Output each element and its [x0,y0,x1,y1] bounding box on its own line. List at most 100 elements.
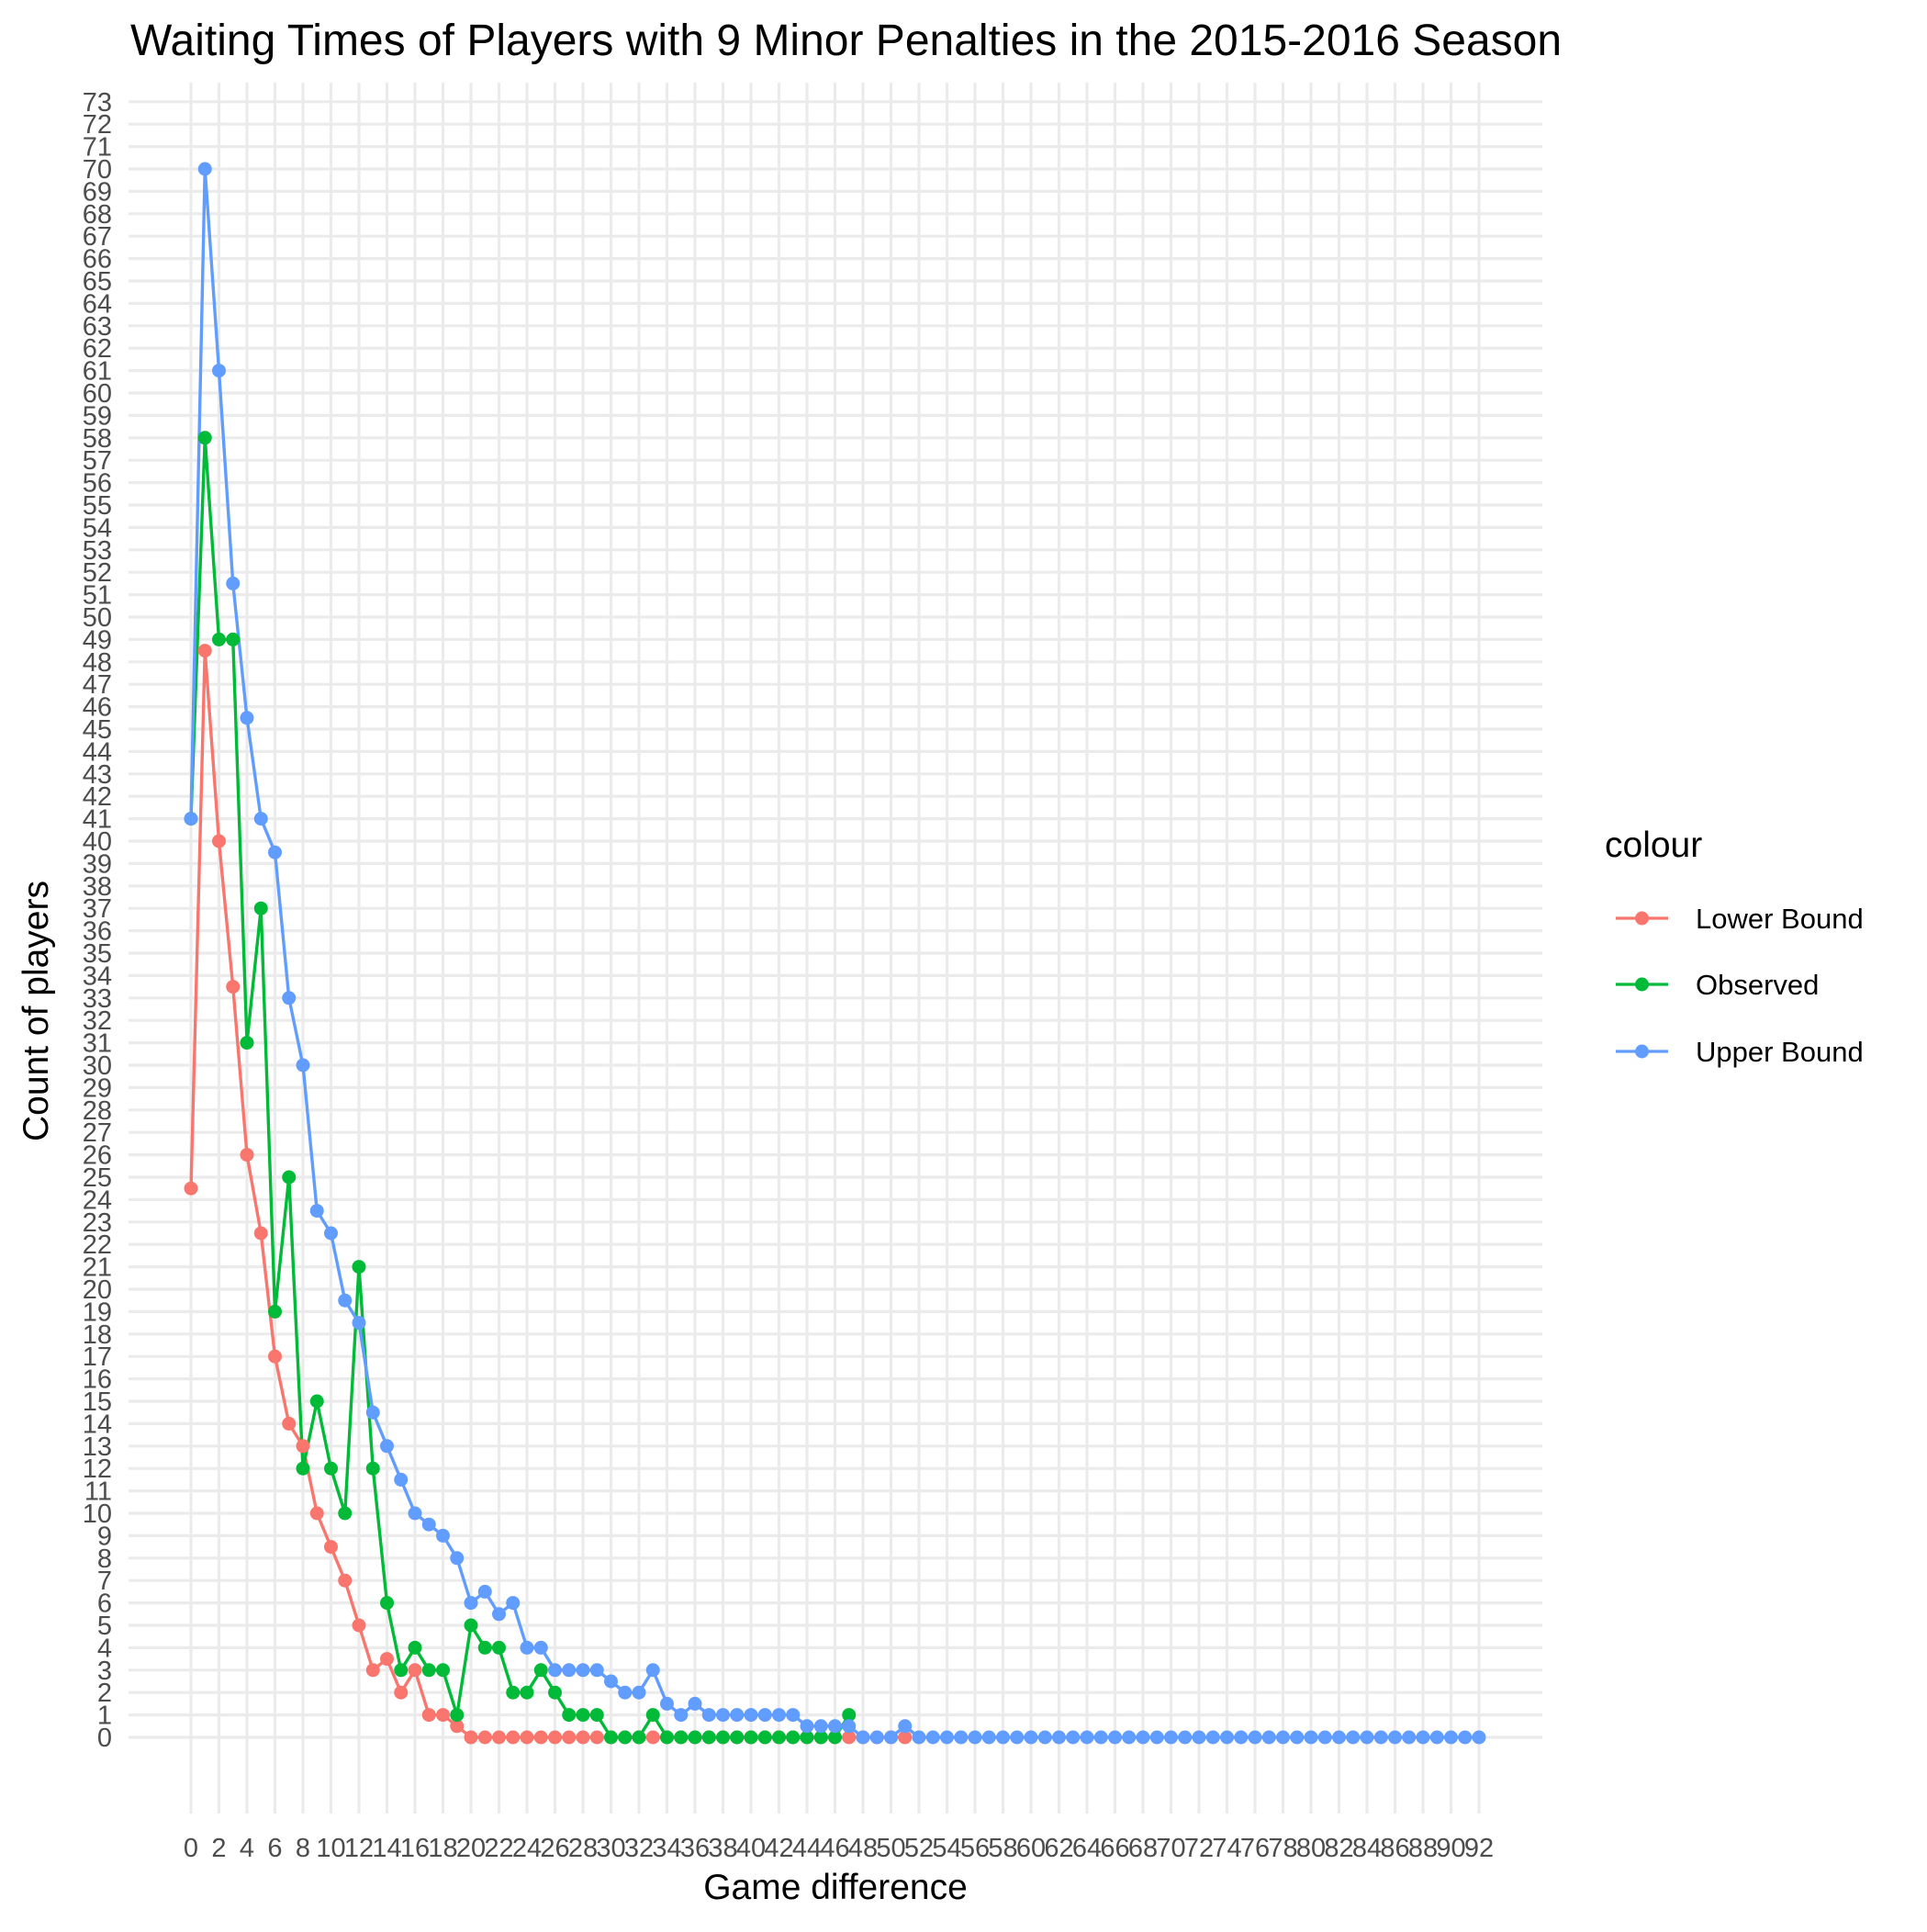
x-tick-label: 34 [652,1834,681,1863]
data-point [757,1730,772,1745]
data-point [520,1640,534,1655]
data-point [450,1708,465,1723]
data-point [197,431,212,445]
data-point [365,1663,380,1678]
x-tick-label: 0 [184,1834,198,1863]
x-tick-label: 92 [1464,1834,1494,1863]
data-point [1234,1730,1249,1745]
y-tick-label: 31 [83,1029,112,1059]
y-tick-label: 4 [97,1634,112,1663]
data-point [268,1304,282,1319]
data-point [688,1730,702,1745]
y-tick-label: 27 [83,1118,112,1148]
data-point [477,1640,492,1655]
y-tick-label: 35 [83,939,112,969]
y-tick-label: 23 [83,1208,112,1238]
data-point [730,1708,745,1723]
data-point [548,1730,562,1745]
x-axis-title: Game difference [703,1868,968,1907]
y-tick-label: 24 [83,1185,112,1215]
legend-key-point [1635,911,1649,926]
data-point [408,1506,422,1521]
data-point [506,1685,521,1700]
y-tick-label: 38 [83,872,112,902]
data-point [716,1730,730,1745]
y-tick-label: 7 [97,1567,112,1596]
x-tick-label: 26 [540,1834,569,1863]
y-tick-label: 36 [83,917,112,947]
data-point [1122,1730,1137,1745]
data-point [394,1685,409,1700]
x-tick-label: 78 [1268,1834,1297,1863]
data-point [421,1663,436,1678]
data-point [324,1226,338,1241]
data-point [842,1708,857,1723]
x-tick-label: 66 [1100,1834,1129,1863]
data-point [925,1730,940,1745]
data-point [1205,1730,1220,1745]
data-point [1178,1730,1193,1745]
y-tick-label: 11 [84,1477,112,1507]
data-point [996,1730,1010,1745]
y-tick-label: 64 [83,289,112,319]
y-tick-label: 12 [83,1455,112,1484]
y-tick-label: 30 [83,1051,112,1081]
data-point [701,1730,716,1745]
data-point [253,1226,268,1241]
data-point [240,1036,254,1050]
data-point [436,1708,450,1723]
y-tick-label: 20 [83,1275,112,1305]
legend-label: Observed [1696,969,1819,1001]
y-tick-label: 52 [83,558,112,588]
legend-key-point [1635,1044,1649,1059]
x-tick-label: 76 [1240,1834,1270,1863]
data-point [352,1260,366,1275]
data-point [338,1293,353,1308]
data-point [240,711,254,725]
data-point [1317,1730,1332,1745]
data-point [477,1730,492,1745]
y-tick-label: 62 [83,334,112,364]
x-tick-label: 32 [624,1834,654,1863]
data-point [408,1640,422,1655]
grid-lines [129,83,1542,1814]
data-point [520,1685,534,1700]
x-tick-label: 86 [1380,1834,1409,1863]
data-point [1149,1730,1164,1745]
y-tick-label: 6 [97,1589,112,1619]
series-line-lower-bound [189,648,905,1739]
y-tick-label: 14 [83,1410,112,1439]
y-tick-label: 5 [97,1612,112,1641]
x-tick-label: 70 [1156,1834,1185,1863]
y-tick-label: 34 [83,961,112,991]
x-tick-label: 48 [848,1834,878,1863]
data-point [296,1461,310,1476]
data-point [869,1730,884,1745]
y-tick-label: 28 [83,1096,112,1126]
y-axis-tick-labels: 0123456789101112131415161718192021222324… [83,88,112,1753]
data-point [604,1674,618,1689]
data-point [688,1696,702,1711]
y-tick-label: 26 [83,1141,112,1171]
data-point [296,1439,310,1454]
data-point [296,1058,310,1073]
data-point [268,1349,282,1364]
x-tick-label: 74 [1212,1834,1241,1863]
data-point [1192,1730,1206,1745]
y-tick-label: 16 [83,1365,112,1395]
x-tick-label: 42 [764,1834,793,1863]
y-tick-label: 1 [97,1702,112,1731]
data-point [548,1685,562,1700]
data-point [842,1719,857,1734]
data-point [309,1204,324,1219]
x-tick-label: 16 [400,1834,430,1863]
data-point [1108,1730,1122,1745]
data-point [492,1607,506,1622]
y-tick-label: 63 [83,312,112,342]
data-point [408,1663,422,1678]
data-point [744,1708,758,1723]
data-point [197,644,212,658]
data-point [1444,1730,1458,1745]
data-point [772,1708,786,1723]
